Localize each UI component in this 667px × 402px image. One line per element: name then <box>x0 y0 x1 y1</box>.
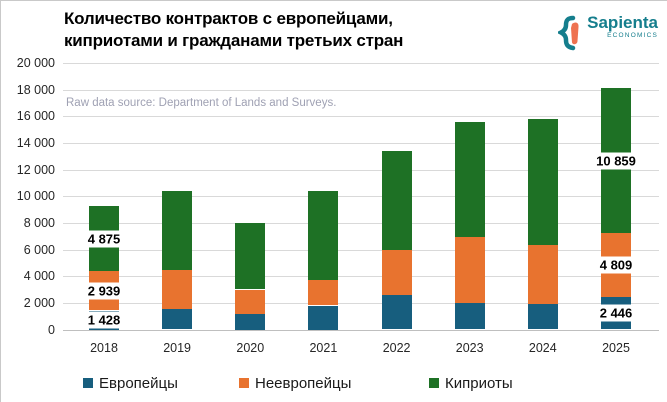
bar-segment-2024-Неевропейцы <box>527 245 558 305</box>
bar-segment-2024-Киприоты <box>527 119 558 246</box>
data-label-2025-Европейцы: 2 446 <box>595 304 637 322</box>
bar-segment-2022-Европейцы <box>381 294 412 330</box>
y-axis-tick-label: 12 000 <box>16 162 55 177</box>
x-axis-label-2018: 2018 <box>90 341 118 355</box>
legend-item-cypriots: Киприоты <box>429 374 513 392</box>
y-axis-tick-label: 16 000 <box>16 109 55 124</box>
gridline-14000 <box>63 142 659 144</box>
legend-item-europeans: Европейцы <box>83 374 178 392</box>
gridline-12000 <box>63 169 659 171</box>
chart-title-line1: Количество контрактов с европейцами, <box>64 9 393 28</box>
legend: Европейцы Неевропейцы Киприоты <box>1 374 667 394</box>
bar-segment-2021-Европейцы <box>308 305 339 330</box>
bar-segment-2019-Неевропейцы <box>162 270 193 309</box>
bar-segment-2023-Киприоты <box>454 122 485 238</box>
source-note: Raw data source: Department of Lands and… <box>66 97 337 109</box>
y-axis-tick-label: 18 000 <box>16 82 55 97</box>
sapienta-logo-name: Sapienta <box>587 13 658 32</box>
y-axis-tick-label: 4 000 <box>23 269 55 284</box>
y-axis-tick-label: 14 000 <box>16 135 55 150</box>
x-axis-label-2021: 2021 <box>309 341 338 355</box>
sapienta-logo-subtitle: ECONOMICS <box>607 32 658 39</box>
x-axis-label-2023: 2023 <box>455 341 484 355</box>
bar-segment-2019-Киприоты <box>162 190 193 271</box>
y-axis-tick-label: 8 000 <box>23 215 55 230</box>
data-label-2018-Неевропейцы: 2 939 <box>83 282 125 300</box>
sapienta-logo-text: Sapienta ECONOMICS <box>587 13 658 40</box>
bar-segment-2023-Неевропейцы <box>454 237 485 303</box>
bar-segment-2022-Киприоты <box>381 150 412 251</box>
y-axis-tick-label: 6 000 <box>23 242 55 257</box>
data-label-2018-Киприоты: 4 875 <box>83 230 125 248</box>
legend-item-non-europeans: Неевропейцы <box>239 374 351 392</box>
gridline-20000 <box>63 63 659 64</box>
legend-label-europeans: Европейцы <box>99 374 178 392</box>
bar-segment-2020-Неевропейцы <box>235 289 266 314</box>
legend-label-non-europeans: Неевропейцы <box>255 374 352 392</box>
legend-label-cypriots: Киприоты <box>445 374 513 392</box>
sapienta-logo: Sapienta ECONOMICS <box>556 13 658 56</box>
x-axis-label-2020: 2020 <box>236 341 265 355</box>
gridline-0 <box>63 329 659 331</box>
gridline-10000 <box>63 196 659 198</box>
gridline-4000 <box>63 276 659 278</box>
bar-segment-2020-Киприоты <box>235 222 266 290</box>
legend-swatch-cypriots <box>429 378 439 388</box>
bar-segment-2021-Неевропейцы <box>308 280 339 306</box>
y-axis-tick-label: 10 000 <box>16 189 55 204</box>
bar-segment-2023-Европейцы <box>454 302 485 330</box>
data-label-2018-Европейцы: 1 428 <box>83 311 125 329</box>
bar-segment-2019-Европейцы <box>162 308 193 330</box>
gridline-6000 <box>63 249 659 251</box>
legend-swatch-non-europeans <box>239 378 249 388</box>
gridline-16000 <box>63 116 659 118</box>
bar-segment-2020-Европейцы <box>235 313 266 330</box>
chart-title-line2: киприотами и гражданами третьих стран <box>64 31 404 50</box>
data-label-2025-Киприоты: 10 859 <box>592 152 640 169</box>
gridline-2000 <box>63 302 659 304</box>
bar-segment-2021-Киприоты <box>308 190 339 281</box>
data-label-2025-Неевропейцы: 4 809 <box>595 256 637 274</box>
y-axis-tick-label: 20 000 <box>16 56 55 70</box>
gridline-8000 <box>63 222 659 224</box>
legend-swatch-europeans <box>83 378 93 388</box>
x-axis-label-2019: 2019 <box>163 341 191 355</box>
gridline-18000 <box>63 89 659 91</box>
x-axis-label-2024: 2024 <box>528 341 557 355</box>
y-axis-tick-label: 0 <box>48 322 55 337</box>
sapienta-logo-icon <box>556 15 584 56</box>
bar-segment-2022-Неевропейцы <box>381 250 412 295</box>
x-axis-label-2025: 2025 <box>602 341 630 355</box>
chart-title: Количество контрактов с европейцами, кип… <box>64 8 403 52</box>
y-axis-tick-label: 2 000 <box>23 295 55 310</box>
bar-segment-2024-Европейцы <box>527 304 558 330</box>
x-axis-label-2022: 2022 <box>382 341 411 355</box>
